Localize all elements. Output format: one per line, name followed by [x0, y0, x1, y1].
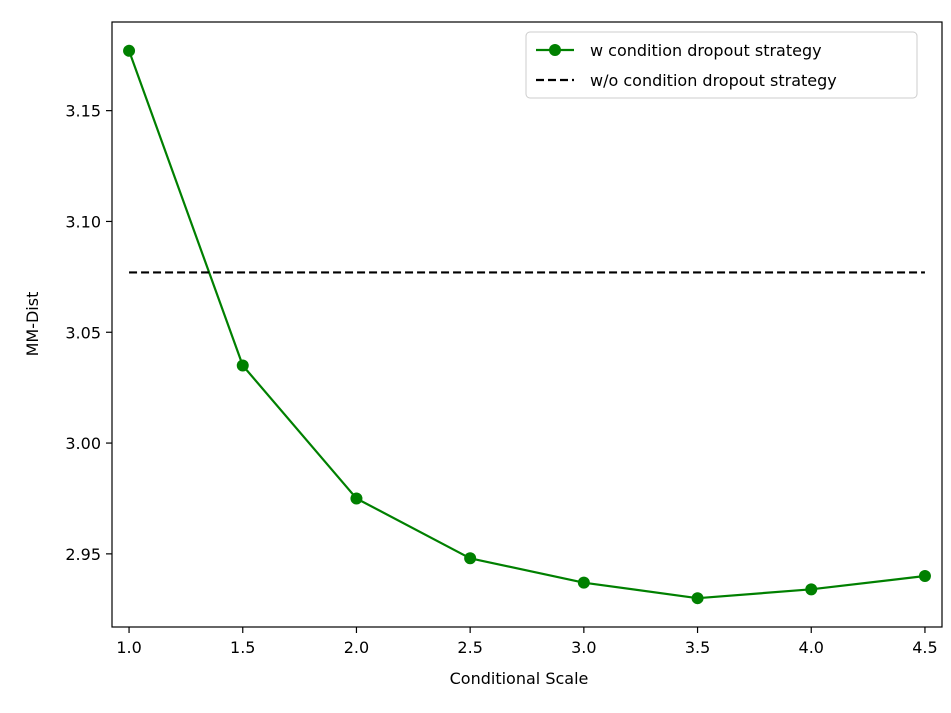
y-tick-label: 3.05 [65, 323, 101, 342]
axes-frame [111, 21, 943, 628]
y-tick-label: 3.00 [65, 434, 101, 453]
y-tick-label: 2.95 [65, 545, 101, 564]
x-axis-label: Conditional Scale [450, 669, 589, 688]
data-point-w-dropout [350, 492, 363, 505]
x-tick-label: 4.5 [912, 638, 937, 657]
x-tick-label: 1.0 [116, 638, 141, 657]
data-point-w-dropout [577, 576, 590, 589]
x-tick-label: 2.5 [457, 638, 482, 657]
y-tick-label: 3.10 [65, 212, 101, 231]
y-tick-label: 3.15 [65, 102, 101, 121]
y-axis: 2.95 3.00 3.05 3.10 3.15 [65, 102, 112, 564]
x-axis: 1.0 1.5 2.0 2.5 3.0 3.5 4.0 4.5 [116, 627, 938, 657]
x-tick-label: 3.5 [685, 638, 710, 657]
legend-label-w-dropout: w condition dropout strategy [590, 41, 822, 60]
data-point-w-dropout [691, 592, 704, 605]
legend: w condition dropout strategy w/o conditi… [525, 31, 918, 99]
data-point-w-dropout [918, 570, 931, 583]
data-point-w-dropout [464, 552, 477, 565]
data-point-w-dropout [805, 583, 818, 596]
data-point-w-dropout [236, 359, 249, 372]
series-line-w-dropout [128, 50, 926, 600]
legend-box [525, 31, 918, 99]
data-point-w-dropout [123, 44, 136, 57]
x-tick-label: 2.0 [344, 638, 369, 657]
x-tick-label: 3.0 [571, 638, 596, 657]
x-tick-label: 1.5 [230, 638, 255, 657]
y-axis-label: MM-Dist [23, 292, 42, 357]
legend-label-wo-dropout: w/o condition dropout strategy [590, 71, 837, 90]
legend-marker-w-dropout [549, 44, 561, 56]
plot-area [123, 44, 931, 605]
x-tick-label: 4.0 [799, 638, 824, 657]
